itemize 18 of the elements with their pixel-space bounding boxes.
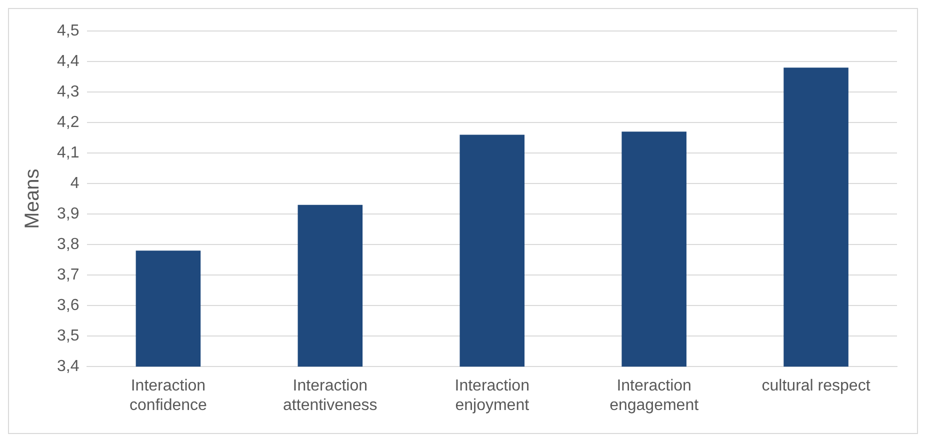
- y-tick-label: 4,4: [56, 52, 80, 70]
- y-tick-label: 4: [70, 174, 80, 192]
- y-axis-title: Means: [22, 168, 44, 229]
- x-tick-label: cultural respect: [762, 378, 871, 395]
- x-tick-label: Interaction enjoyment: [454, 378, 530, 414]
- y-tick-label: 4,5: [56, 22, 80, 40]
- y-tick-label: 4,2: [56, 114, 80, 131]
- x-tick-label: Interaction engagement: [610, 378, 700, 414]
- y-tick-label: 4,1: [56, 144, 80, 162]
- y-tick-label: 3,4: [56, 358, 80, 376]
- y-tick-label: 3,8: [56, 236, 80, 253]
- y-tick-label: 3,7: [56, 266, 80, 284]
- x-tick-label: Interaction attentiveness: [283, 378, 378, 414]
- x-tick-label: Interaction confidence: [130, 378, 208, 414]
- y-tick-label: 4,3: [56, 83, 80, 100]
- y-tick-label: 3,6: [56, 296, 80, 314]
- y-tick-label: 3,5: [56, 327, 80, 344]
- y-tick-label: 3,9: [56, 205, 80, 222]
